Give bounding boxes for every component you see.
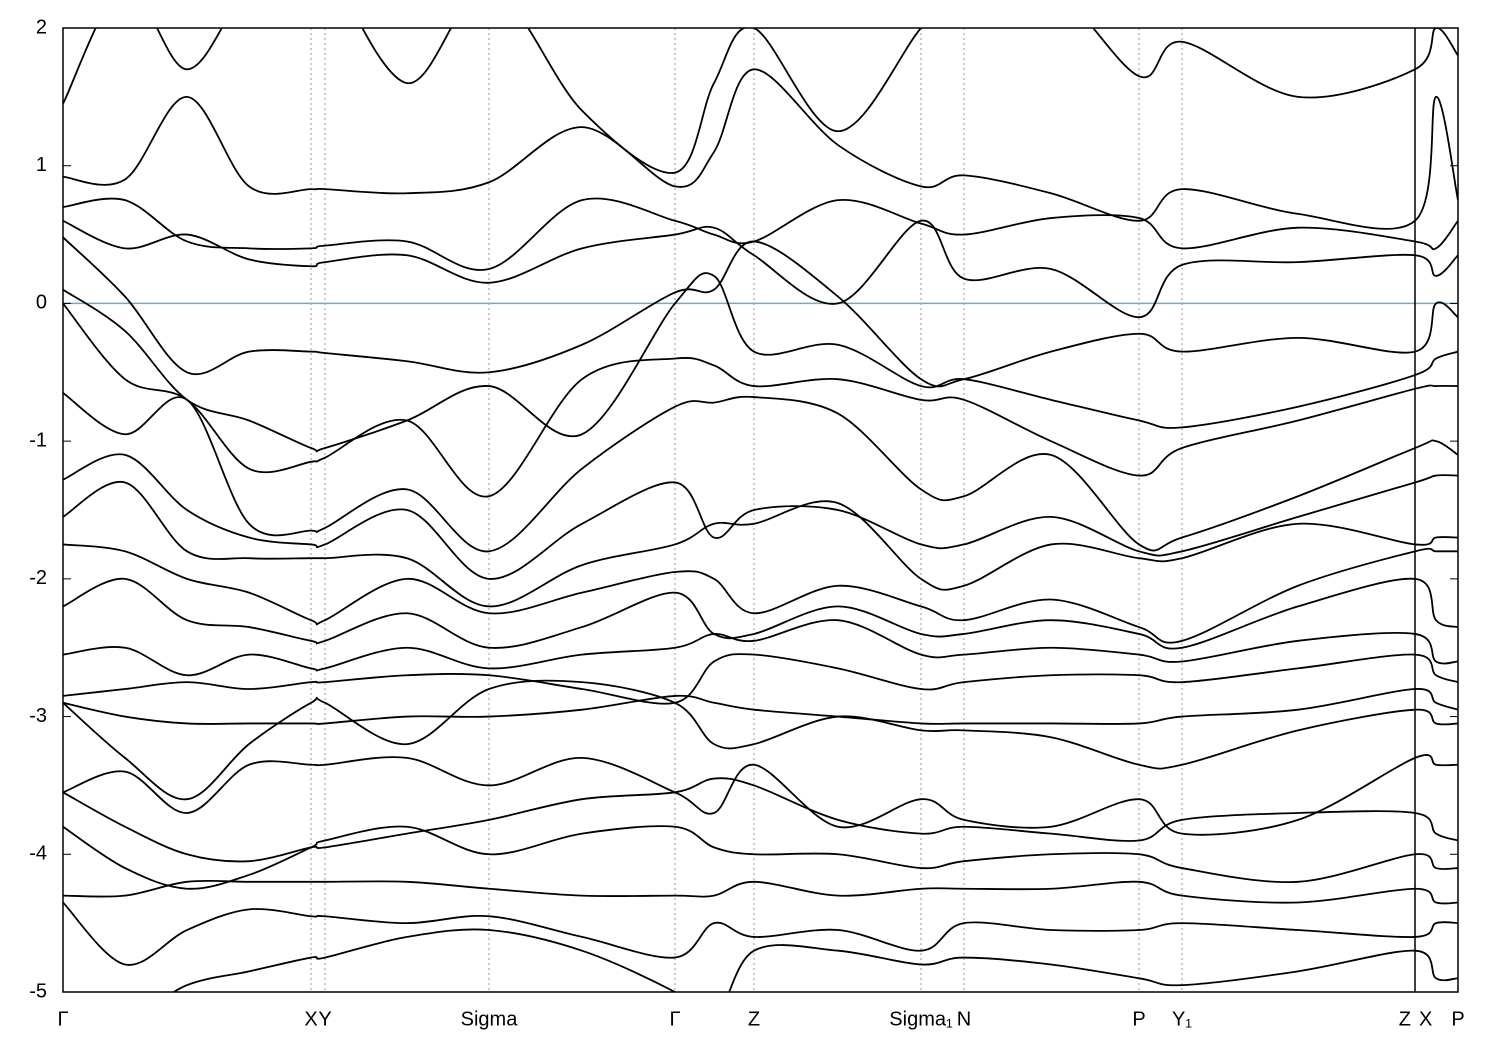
- x-tick-label: Z: [748, 1008, 760, 1030]
- band-line: [63, 679, 1458, 801]
- plot-frame: [62, 27, 1459, 993]
- band-line: [63, 302, 1458, 498]
- band-line: [63, 653, 1458, 705]
- y-tick-label: -1: [29, 429, 47, 451]
- x-tick-label: X: [304, 1008, 317, 1030]
- y-tick-label: -5: [29, 980, 47, 1002]
- y-tick-label: -3: [29, 705, 47, 727]
- x-tick-label: Y₁: [1172, 1008, 1192, 1030]
- band-line: [63, 28, 1458, 174]
- x-tick-label: Y: [318, 1008, 331, 1030]
- y-tick-label: -2: [29, 567, 47, 589]
- plot-area: [63, 28, 1458, 992]
- band-line: [63, 825, 1458, 890]
- x-tick-label: P: [1132, 1008, 1145, 1030]
- band-line: [63, 219, 1458, 319]
- x-tick-label: Γ: [57, 1008, 68, 1030]
- band-line: [63, 392, 1458, 553]
- x-tick-label: Γ: [669, 1008, 680, 1030]
- x-tick-label: Z: [1399, 1008, 1411, 1030]
- y-tick-label: 0: [36, 292, 47, 314]
- band-line: [63, 481, 1458, 608]
- band-line: [63, 688, 1458, 725]
- band-line: [63, 543, 1458, 644]
- y-tick-label: 2: [36, 16, 47, 38]
- band-line: [63, 577, 1458, 650]
- x-tick-label: P: [1451, 1008, 1464, 1030]
- band-line: [63, 68, 1458, 230]
- x-tick-label: N: [957, 1008, 971, 1030]
- band-line: [63, 777, 1458, 863]
- y-tick-label: -4: [29, 843, 47, 865]
- band-line: [63, 879, 1458, 905]
- x-tick-label: X: [1419, 1008, 1432, 1030]
- x-tick-label: Sigma: [461, 1008, 519, 1030]
- band-line: [63, 272, 1458, 453]
- band-line: [63, 901, 1458, 966]
- band-line: [63, 619, 1458, 677]
- band-line: [63, 236, 1458, 388]
- band-line: [172, 928, 1458, 992]
- band-line: [63, 453, 1458, 580]
- y-tick-label: 1: [36, 154, 47, 176]
- x-tick-label: Sigma₁: [889, 1008, 953, 1030]
- band-line: [63, 754, 1458, 836]
